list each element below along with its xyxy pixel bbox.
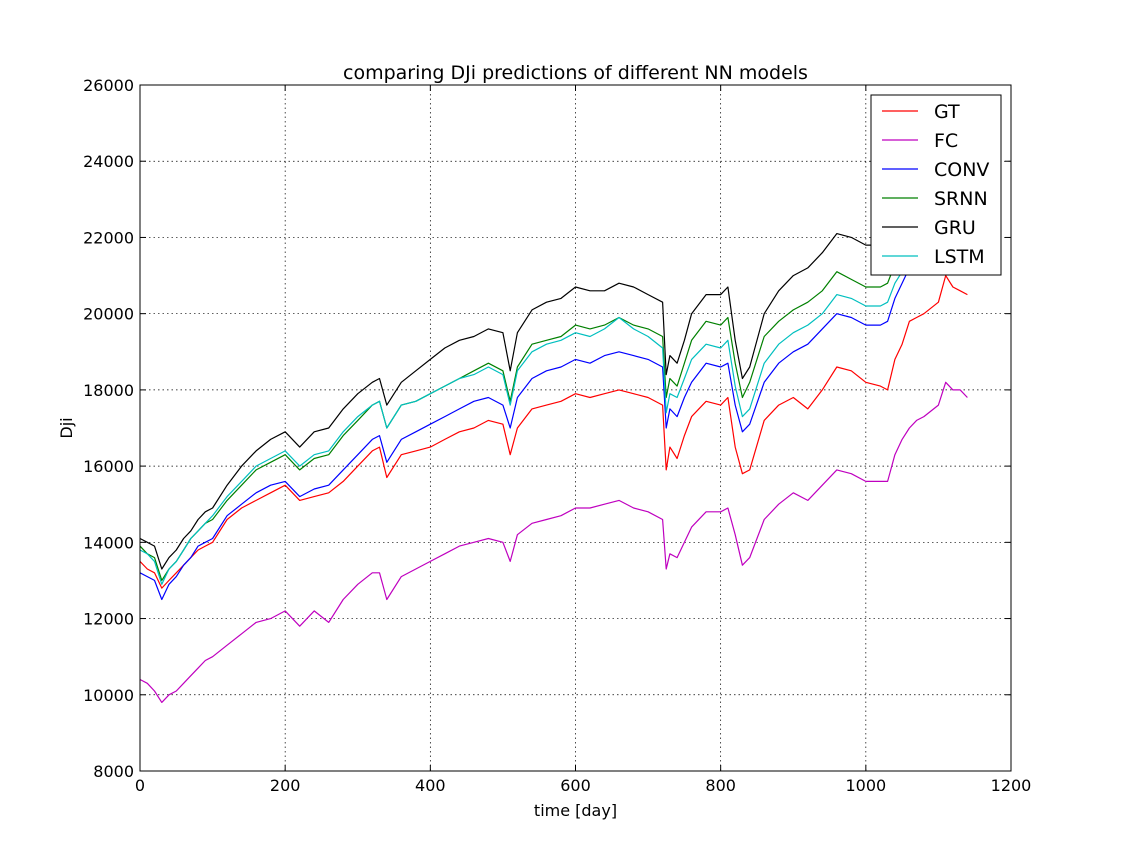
series-line-fc [140,381,968,704]
series-layer [140,217,968,704]
chart-title: comparing DJi predictions of different N… [343,62,808,84]
y-tick-label: 14000 [83,533,134,552]
series-line-srnn [140,240,925,582]
legend-box [870,94,1002,276]
y-axis-label: Dji [57,417,76,438]
legend-label-lstm: LSTM [934,246,985,268]
legend-label-srnn: SRNN [934,188,988,210]
y-tick-label: 16000 [83,457,134,476]
legend-label-gt: GT [934,101,960,123]
y-tick-label: 18000 [83,381,134,400]
legend-label-conv: CONV [934,159,989,181]
y-tick-label: 8000 [93,762,134,781]
x-tick-label: 1000 [845,776,886,795]
y-tick-label: 22000 [83,228,134,247]
x-tick-label: 600 [560,776,591,795]
axis-ticks: 0 200 400 600 800 1000 1200 8000 10000 12000 14000… [83,76,1031,795]
legend-label-gru: GRU [934,217,976,239]
y-tick-label: 26000 [83,76,134,95]
y-tick-label: 10000 [83,686,134,705]
legend: GT FC CONV SRNN GRU LSTM [870,94,1002,276]
legend-label-fc: FC [934,130,958,152]
series-line-lstm [140,248,925,585]
series-line-gt [140,275,968,589]
x-tick-label: 1200 [991,776,1032,795]
series-line-gru [140,217,924,570]
x-tick-label: 400 [415,776,446,795]
x-tick-label: 0 [135,776,145,795]
y-tick-label: 12000 [83,610,134,629]
grid [140,85,1011,771]
y-tick-label: 24000 [83,152,134,171]
series-line-conv [140,255,925,601]
y-tick-label: 20000 [83,305,134,324]
x-axis-label: time [day] [534,801,617,820]
x-tick-label: 800 [705,776,736,795]
x-tick-label: 200 [270,776,301,795]
